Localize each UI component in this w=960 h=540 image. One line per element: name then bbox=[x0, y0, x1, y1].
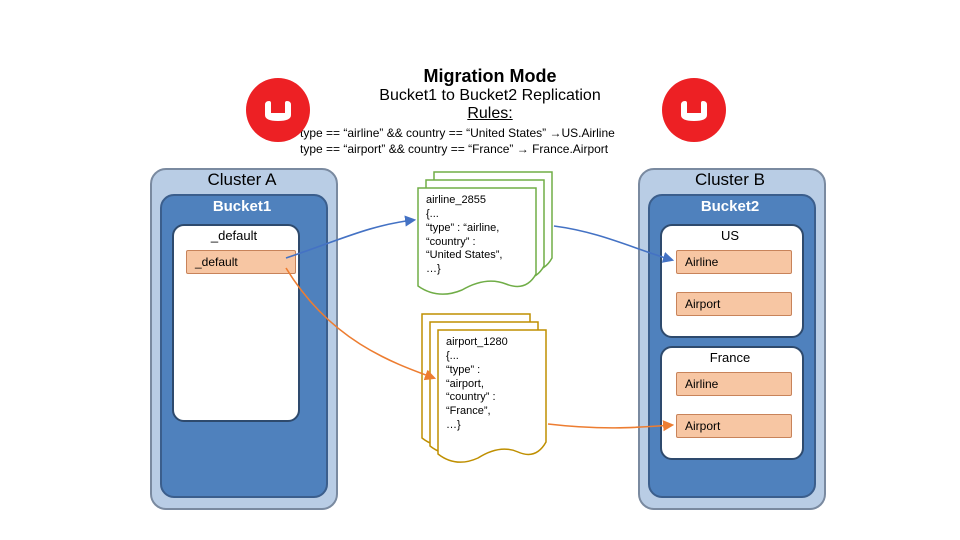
arrow-blue-2 bbox=[554, 226, 672, 260]
doc-airport-body: {... “type” : “airport, “country” : “Fra… bbox=[446, 350, 496, 433]
arrow-orange-2 bbox=[548, 424, 672, 428]
arrow-orange-1 bbox=[286, 268, 434, 378]
doc-airport-id: airport_1280 bbox=[446, 336, 508, 350]
doc-airline-id: airline_2855 bbox=[426, 194, 486, 208]
doc-airline-body: {... “type” : “airline, “country” : “Uni… bbox=[426, 208, 502, 277]
arrow-blue-1 bbox=[286, 220, 414, 258]
